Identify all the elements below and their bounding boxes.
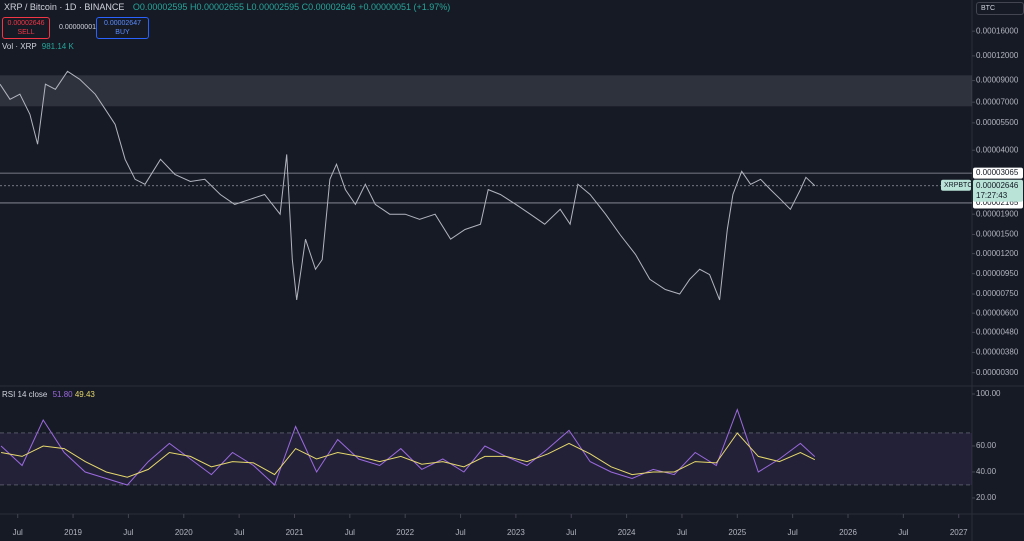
price-zone (0, 75, 972, 107)
last-price-label: 0.00002646 (976, 181, 1019, 190)
change: +0.00000051 (+1.97%) (358, 2, 451, 12)
last-price-box (973, 179, 1023, 202)
volume-legend: Vol · XRP 981.14 K (2, 42, 74, 51)
x-tick-label: Jul (345, 528, 355, 537)
volume-value: 981.14 K (41, 42, 74, 51)
y-tick-label: 40.00 (976, 467, 997, 476)
y-tick-label: 0.00009000 (976, 76, 1019, 85)
x-tick-label: Jul (234, 528, 244, 537)
ohlc-high: H0.00002655 (189, 2, 245, 12)
countdown: 17:27:43 (976, 191, 1008, 200)
sell-label: SELL (17, 29, 35, 36)
x-tick-label: 2022 (396, 528, 414, 537)
y-tick-label: 0.00000380 (976, 348, 1019, 357)
ohlc-open: O0.00002595 (132, 2, 188, 12)
x-tick-label: Jul (455, 528, 465, 537)
y-tick-label: 0.00000300 (976, 368, 1019, 377)
y-tick-label: 20.00 (976, 493, 997, 502)
volume-label: Vol · XRP (2, 42, 37, 51)
buy-price: 0.00002647 (104, 20, 141, 27)
x-tick-label: 2025 (728, 528, 746, 537)
ohlc-close: C0.00002646 (301, 2, 356, 12)
x-tick-label: Jul (788, 528, 798, 537)
series-line (1, 432, 816, 478)
y-tick-label: 0.00000600 (976, 308, 1019, 317)
x-tick-label: Jul (898, 528, 908, 537)
buy-button[interactable]: 0.00002647 BUY (96, 17, 149, 39)
x-tick-label: 2020 (175, 528, 193, 537)
rsi-band (0, 432, 972, 485)
symbol-label: XRPBTC (944, 182, 972, 189)
price-level-label: 0.00002165 (976, 198, 1019, 207)
x-tick-label: 2026 (839, 528, 857, 537)
header: XRP / Bitcoin · 1D · BINANCE O0.00002595… (4, 2, 450, 12)
symbol-tag (941, 179, 971, 191)
y-tick-label: 0.00001900 (976, 209, 1019, 218)
price-level-box (973, 167, 1023, 179)
rsi-ma-value: 49.43 (74, 390, 95, 399)
x-tick-label: 2023 (507, 528, 525, 537)
x-tick-label: 2019 (64, 528, 82, 537)
y-tick-label: 0.00000480 (976, 327, 1019, 336)
x-tick-label: 2024 (618, 528, 636, 537)
sell-price: 0.00002646 (7, 20, 45, 27)
x-tick-label: 2027 (950, 528, 968, 537)
series-line (0, 70, 816, 301)
y-tick-label: 0.00000950 (976, 269, 1019, 278)
x-tick-label: Jul (13, 528, 23, 537)
y-tick-label: 0.00005500 (976, 118, 1019, 127)
x-tick-label: Jul (123, 528, 133, 537)
price-level-label: 0.00003065 (976, 168, 1019, 177)
y-tick-label: 0.00004000 (976, 145, 1019, 154)
x-tick-label: Jul (677, 528, 687, 537)
y-tick-label: 0.00016000 (976, 26, 1019, 35)
rsi-value: 51.80 (52, 390, 73, 399)
y-tick-label: 100.00 (976, 389, 1001, 398)
y-tick-label: 0.00001500 (976, 230, 1019, 239)
symbol[interactable]: XRP / Bitcoin · 1D · BINANCE (4, 2, 125, 12)
x-tick-label: 2021 (286, 528, 304, 537)
ohlc-low: L0.00002595 (246, 2, 300, 12)
sell-button[interactable]: 0.00002646 SELL (2, 17, 50, 39)
y-tick-label: 0.00007000 (976, 97, 1019, 106)
spread: 0.00000001 (59, 24, 96, 31)
x-tick-label: Jul (566, 528, 576, 537)
y-tick-label: 60.00 (976, 441, 997, 450)
rsi-title: RSI 14 close (2, 390, 48, 399)
y-tick-label: 0.00012000 (976, 51, 1019, 60)
rsi-legend: RSI 14 close 51.80 49.43 (2, 390, 95, 399)
buy-label: BUY (115, 29, 130, 36)
y-tick-label: 0.00000750 (976, 289, 1019, 298)
y-tick-label: 0.00001200 (976, 249, 1019, 258)
